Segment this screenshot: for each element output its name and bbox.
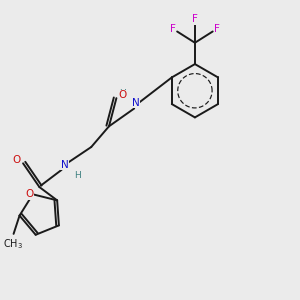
Text: F: F: [170, 24, 176, 34]
Text: H: H: [119, 89, 126, 98]
Text: CH$_3$: CH$_3$: [3, 237, 23, 251]
Text: O: O: [12, 155, 21, 165]
Text: H: H: [74, 171, 81, 180]
Text: N: N: [132, 98, 140, 108]
Text: O: O: [25, 189, 33, 199]
Text: F: F: [214, 24, 220, 34]
Text: N: N: [61, 160, 68, 170]
Text: F: F: [192, 14, 198, 24]
Text: O: O: [118, 90, 127, 100]
